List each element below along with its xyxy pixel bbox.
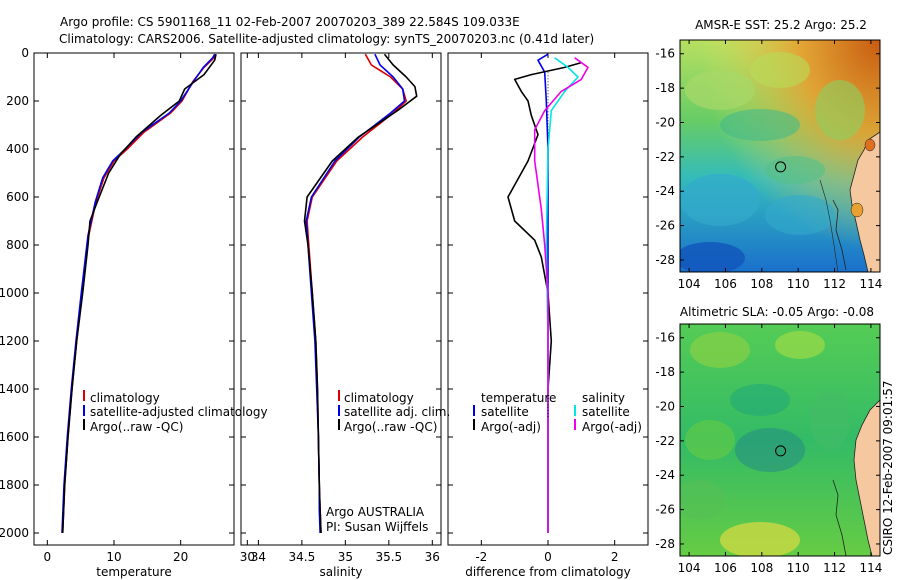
y-tick-label: 0 [21,46,29,60]
legend-sal-satellite-label: satellite adj. clim. [344,405,450,419]
y-tick-label: 600 [6,190,29,204]
x-tick-label: -2 [475,550,487,564]
map-y-tick-label: -18 [655,81,675,95]
x-tick-label: 35.5 [375,550,402,564]
sst-map-title: AMSR-E SST: 25.2 Argo: 25.2 [695,18,867,32]
y-tick-label: 1000 [0,286,29,300]
x-tick-label: 10 [106,550,121,564]
map-x-tick-label: 110 [787,277,810,291]
map-x-tick-label: 114 [859,277,882,291]
legend-diff-temp-satellite-label: satellite [481,405,529,419]
temperature-panel: 0 10 20 30 temperature 0 200 400 600 800 1000 1200 1… [0,46,255,579]
map-x-tick-label: 114 [859,561,882,575]
sla-map-axes: 104 106 108 110 112 114 -16 -18 -20 -22 -24 -26 -28 [655,324,882,575]
y-tick-label: 400 [6,142,29,156]
figure-title-line1: Argo profile: CS 5901168_11 02-Feb-2007 … [60,15,520,29]
x-tick-label: 2 [611,550,619,564]
figure-title-line2: Climatology: CARS2006. Satellite-adjuste… [59,32,594,46]
legend-sal-argo-label: Argo(..raw -QC) [344,420,437,434]
y-tick-label: 1600 [0,430,29,444]
sst-map [679,39,881,273]
map-y-tick-label: -20 [655,115,675,129]
x-axis-label: salinity [319,565,362,579]
x-axis-label: difference from climatology [465,565,631,579]
map-y-tick-label: -28 [655,253,675,267]
y-tick-label: 1800 [0,478,29,492]
x-tick-label: 35 [338,550,353,564]
series-line-salinity-satellite [545,57,579,533]
x-tick-label: 20 [173,550,188,564]
x-tick-label: 0 [544,550,552,564]
map-y-tick-label: -22 [655,150,675,164]
sla-map [679,323,881,557]
map-y-tick-label: -26 [655,503,675,517]
map-y-tick-label: -16 [655,47,675,61]
map-y-tick-label: -22 [655,434,675,448]
map-x-tick-label: 104 [678,561,701,575]
map-x-tick-label: 104 [678,277,701,291]
map-x-tick-label: 106 [714,561,737,575]
map-x-tick-label: 110 [787,561,810,575]
y-tick-label: 2000 [0,526,29,540]
legend-satellite-label: satellite-adjusted climatology [90,405,268,419]
sst-map-axes: 104 106 108 110 112 114 -16 -18 -20 -22 -24 -26 -28 [655,40,882,291]
plot-frame [240,52,442,546]
x-tick-label: 34 [251,550,266,564]
x-tick-label: 36 [425,550,440,564]
legend-climatology-label: climatology [90,391,160,405]
map-y-tick-label: -26 [655,219,675,233]
x-tick-label: 30 [240,550,255,564]
legend-diff-sal-satellite-label: satellite [582,405,630,419]
series-line-satellite-adjusted-climatology [61,53,216,534]
y-tick-label: 200 [6,94,29,108]
legend-argo-label: Argo(..raw -QC) [90,420,183,434]
series-line-argo-raw-qc- [61,54,217,534]
salinity-panel: 34 34.5 35 35.5 36 salinity [240,52,442,579]
map-y-tick-label: -20 [655,399,675,413]
sla-argo-location-marker [775,445,787,457]
argo-australia-label: Argo AUSTRALIA [326,505,425,519]
map-x-tick-label: 112 [823,561,846,575]
legend-diff-temperature-label: temperature [481,391,556,405]
y-tick-label: 800 [6,238,29,252]
x-axis-label: temperature [96,565,171,579]
csiro-credit: CSIRO 12-Feb-2007 09:01:57 [881,380,895,555]
series-line-satellite-adj-clim- [305,53,406,534]
sst-coastline [849,131,880,272]
y-tick-label: 1400 [0,382,29,396]
sla-coastline [853,399,880,556]
map-y-tick-label: -24 [655,468,675,482]
sst-argo-location-marker [775,161,787,173]
sla-map-title: Altimetric SLA: -0.05 Argo: -0.08 [680,305,874,319]
map-x-tick-label: 108 [750,561,773,575]
y-tick-label: 1200 [0,334,29,348]
map-y-tick-label: -18 [655,365,675,379]
x-tick-label: 0 [44,550,52,564]
map-y-tick-label: -16 [655,331,675,345]
legend-diff-temp-argo-label: Argo(-adj) [481,420,541,434]
series-line-climatology [61,53,217,534]
series-line-argo-raw-qc- [303,53,418,534]
series-line-climatology [306,53,408,534]
series-line-salinity-argo-adj- [533,57,589,533]
map-x-tick-label: 112 [823,277,846,291]
legend-sal-climatology-label: climatology [344,391,414,405]
legend-diff-salinity-label: salinity [582,391,625,405]
map-x-tick-label: 106 [714,277,737,291]
x-tick-label: 34.5 [289,550,316,564]
map-y-tick-label: -24 [655,184,675,198]
plot-frame [33,52,235,546]
series-line-temperature-argo-adj- [507,61,582,533]
pi-name-label: PI: Susan Wijffels [326,520,428,534]
map-x-tick-label: 108 [750,277,773,291]
map-y-tick-label: -28 [655,537,675,551]
legend-diff-sal-argo-label: Argo(-adj) [582,420,642,434]
